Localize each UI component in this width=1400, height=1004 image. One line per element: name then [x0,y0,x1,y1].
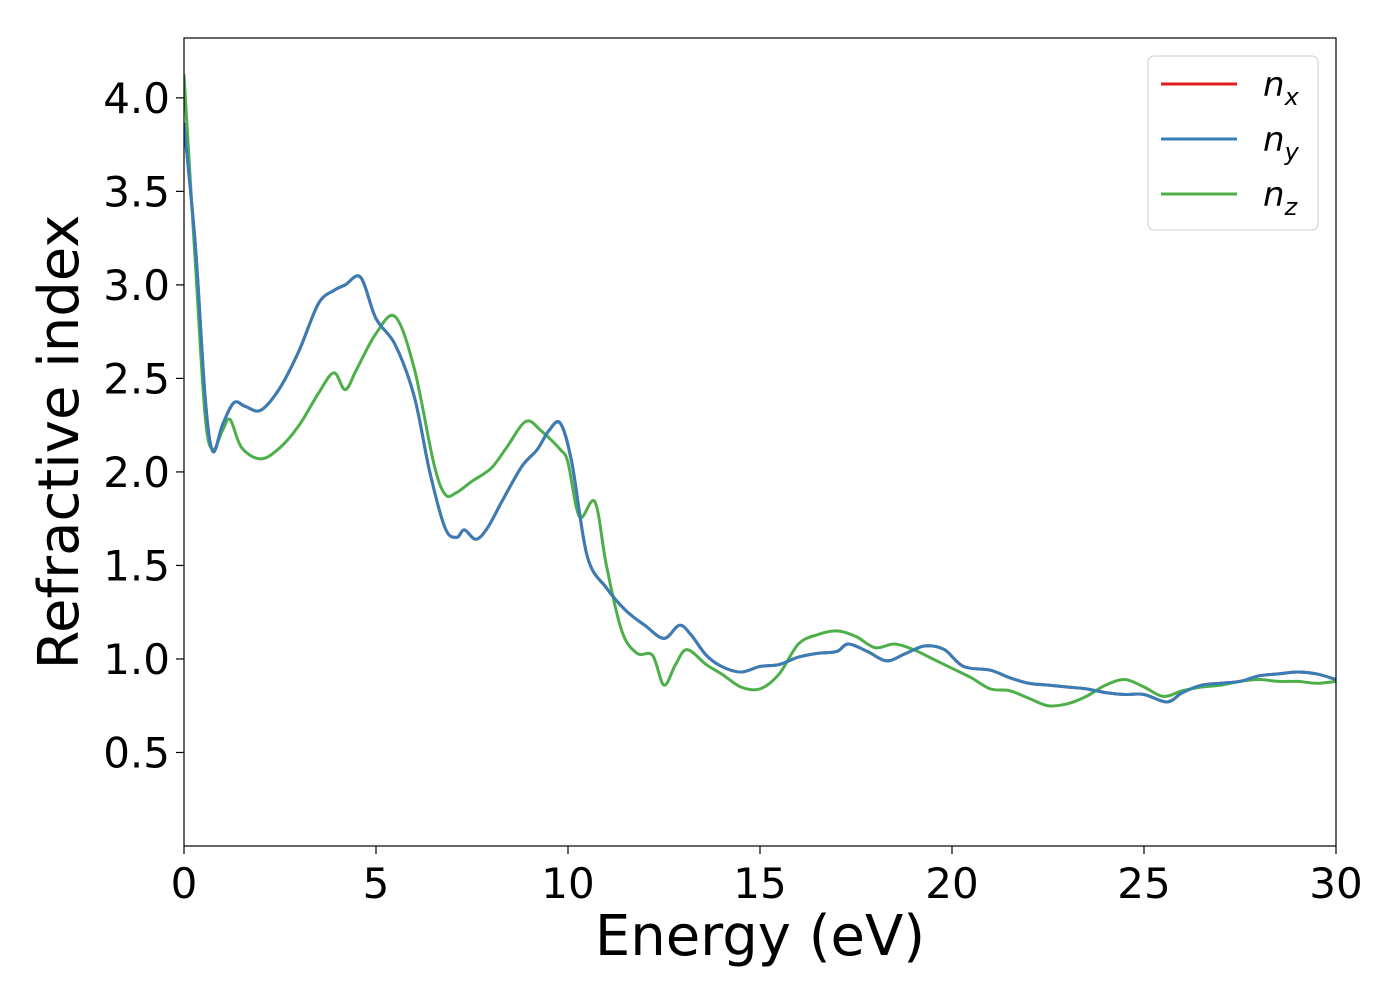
legend-item-n-z: nz [1161,175,1299,221]
legend-label: nz [1263,175,1299,221]
x-axis-label: Energy (eV) [595,904,925,969]
y-tick-label: 1.0 [103,635,170,684]
series-line-n-z [184,73,1336,708]
y-tick-label: 1.5 [103,541,170,590]
legend: nx ny nz [1147,55,1319,231]
y-axis-label: Refractive index [27,215,92,670]
legend-item-n-y: ny [1161,120,1300,166]
y-axis: 0.5 1.0 1.5 2.0 2.5 3.0 3.5 4.0 [103,74,184,777]
x-axis: 0 5 10 15 20 25 30 [171,846,1363,908]
x-tick-label: 30 [1309,859,1362,908]
x-tick-label: 15 [733,859,786,908]
x-tick-label: 25 [1117,859,1170,908]
legend-box [1147,55,1319,231]
legend-item-n-x: nx [1161,65,1300,111]
y-tick-label: 4.0 [103,74,170,123]
y-tick-label: 2.5 [103,354,170,403]
y-tick-label: 0.5 [103,728,170,777]
x-tick-label: 20 [925,859,978,908]
x-tick-label: 10 [541,859,594,908]
y-tick-label: 2.0 [103,448,170,497]
legend-label: ny [1263,120,1300,166]
series-layer [184,73,1336,708]
y-tick-label: 3.0 [103,261,170,310]
legend-items: nx ny nz [1161,65,1300,221]
y-tick-label: 3.5 [103,167,170,216]
x-tick-label: 5 [363,859,390,908]
legend-label: nx [1263,65,1300,111]
series-line-n-y [184,122,1336,704]
x-tick-label: 0 [171,859,198,908]
